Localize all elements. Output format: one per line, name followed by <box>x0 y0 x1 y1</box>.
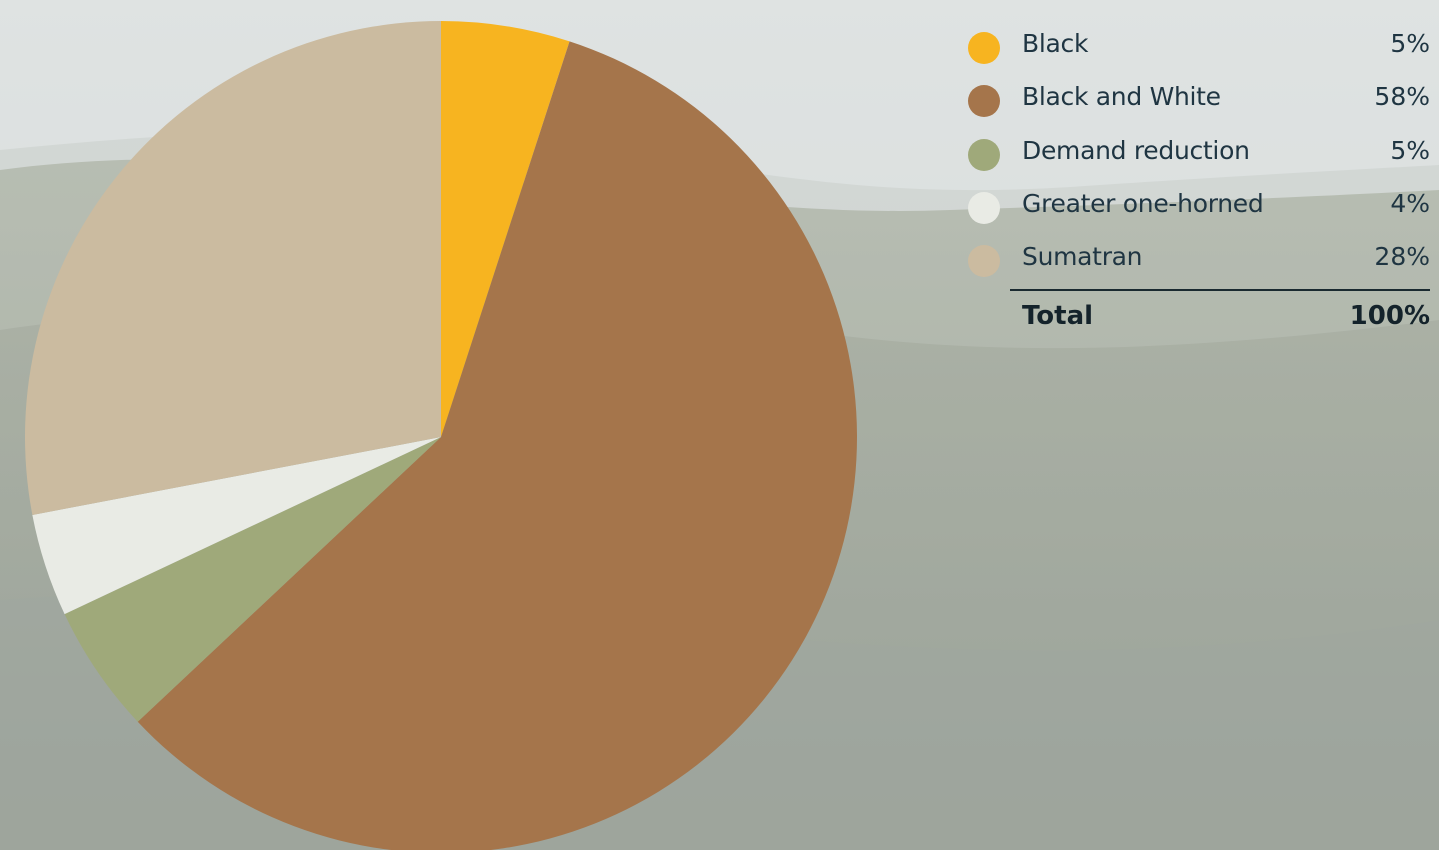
legend-item: Black and White 58% <box>968 79 1430 132</box>
legend-swatch <box>968 245 1000 278</box>
legend-label: Demand reduction <box>1022 135 1250 165</box>
legend-label: Black and White <box>1022 82 1221 112</box>
legend-value: 28% <box>1374 242 1430 272</box>
legend-item: Sumatran 28% <box>968 239 1430 292</box>
legend-label: Sumatran <box>1022 242 1143 272</box>
total-label: Total <box>1022 301 1094 331</box>
legend-swatch <box>968 138 1000 171</box>
legend-swatch <box>968 32 1000 64</box>
total-value: 100% <box>1349 301 1430 331</box>
legend-value: 5% <box>1390 135 1430 165</box>
legend: Black 5% Black and White 58% Demand redu… <box>968 26 1430 331</box>
legend-item: Black 5% <box>968 26 1430 79</box>
slice-demand-reduction <box>64 437 441 722</box>
slice-greater-one-horned <box>32 437 442 615</box>
legend-value: 4% <box>1390 188 1430 218</box>
slice-sumatran <box>24 21 442 515</box>
legend-label: Black <box>1022 29 1089 58</box>
total-divider <box>1010 289 1430 291</box>
legend-value: 5% <box>1390 29 1430 58</box>
legend-item: Greater one-horned 4% <box>968 186 1430 239</box>
legend-value: 58% <box>1374 82 1430 112</box>
legend-label: Greater one-horned <box>1022 188 1264 218</box>
legend-total: Total 100% <box>1022 301 1430 337</box>
slice-black-and-white <box>137 41 857 850</box>
legend-item: Demand reduction 5% <box>968 133 1430 186</box>
legend-swatch <box>968 191 1000 224</box>
slice-black <box>441 21 570 437</box>
legend-swatch <box>968 85 1000 118</box>
